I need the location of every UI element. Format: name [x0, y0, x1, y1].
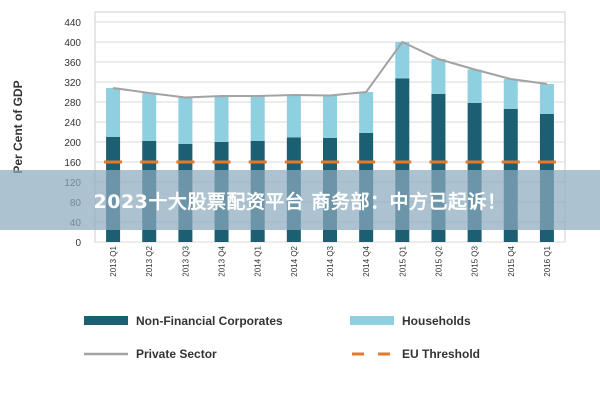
x-tick-label: 2013 Q4	[218, 245, 227, 276]
bar-segment	[323, 95, 337, 138]
bar-segment	[142, 93, 157, 141]
x-tick-label: 2013 Q2	[145, 245, 154, 276]
x-tick-label: 2015 Q1	[398, 245, 407, 276]
x-tick-label: 2014 Q4	[362, 245, 371, 276]
bar-segment	[359, 92, 374, 133]
bar-segment	[214, 96, 229, 142]
x-tick-label: 2013 Q1	[109, 245, 118, 276]
x-tick-label: 2015 Q4	[507, 245, 516, 276]
x-tick-label: 2015 Q3	[471, 245, 480, 276]
bar-segment	[503, 79, 518, 109]
overlay-banner: 2023十大股票配资平台 商务部：中方已起诉！	[0, 170, 600, 230]
y-tick-label: 0	[75, 238, 81, 249]
bar-segment	[431, 59, 446, 94]
x-tick-label: 2015 Q2	[434, 245, 443, 276]
bar-segment	[250, 96, 265, 141]
series-line	[112, 40, 548, 99]
legend-label: Non-Financial Corporates	[136, 314, 283, 328]
x-tick-label: 2016 Q1	[543, 245, 552, 276]
y-tick-label: 360	[64, 58, 81, 69]
bar-segment	[286, 95, 301, 138]
lines	[104, 40, 556, 164]
y-tick-label: 160	[64, 158, 81, 169]
y-tick-label: 280	[64, 98, 81, 109]
bar-segment	[106, 88, 121, 137]
legend-label: EU Threshold	[402, 347, 480, 361]
legend-swatch	[350, 316, 394, 325]
y-tick-label: 440	[64, 18, 81, 29]
y-tick-label: 400	[64, 38, 81, 49]
bar-segment	[395, 42, 410, 79]
x-tick-labels: 2013 Q1 2013 Q2 2013 Q3 2013 Q4 2014 Q1 2014 …	[109, 245, 552, 276]
y-tick-label: 320	[64, 78, 81, 89]
x-tick-label: 2013 Q3	[181, 245, 190, 276]
y-tick-label: 200	[64, 138, 81, 149]
bar-segment	[539, 84, 554, 114]
bar-segment	[467, 69, 482, 103]
y-tick-label: 240	[64, 118, 81, 129]
banner-text: 2023十大股票配资平台 商务部：中方已起诉！	[93, 190, 507, 213]
legend-label: Private Sector	[136, 347, 217, 361]
legend-label: Households	[402, 314, 471, 328]
y-axis-label: Per Cent of GDP	[11, 80, 25, 173]
legend: Non-Financial Corporates Households Privat…	[84, 314, 480, 361]
x-tick-label: 2014 Q1	[254, 245, 263, 276]
bar-segment	[178, 97, 193, 144]
x-tick-label: 2014 Q2	[290, 245, 299, 276]
x-tick-label: 2014 Q3	[326, 245, 335, 276]
legend-swatch	[84, 316, 128, 325]
